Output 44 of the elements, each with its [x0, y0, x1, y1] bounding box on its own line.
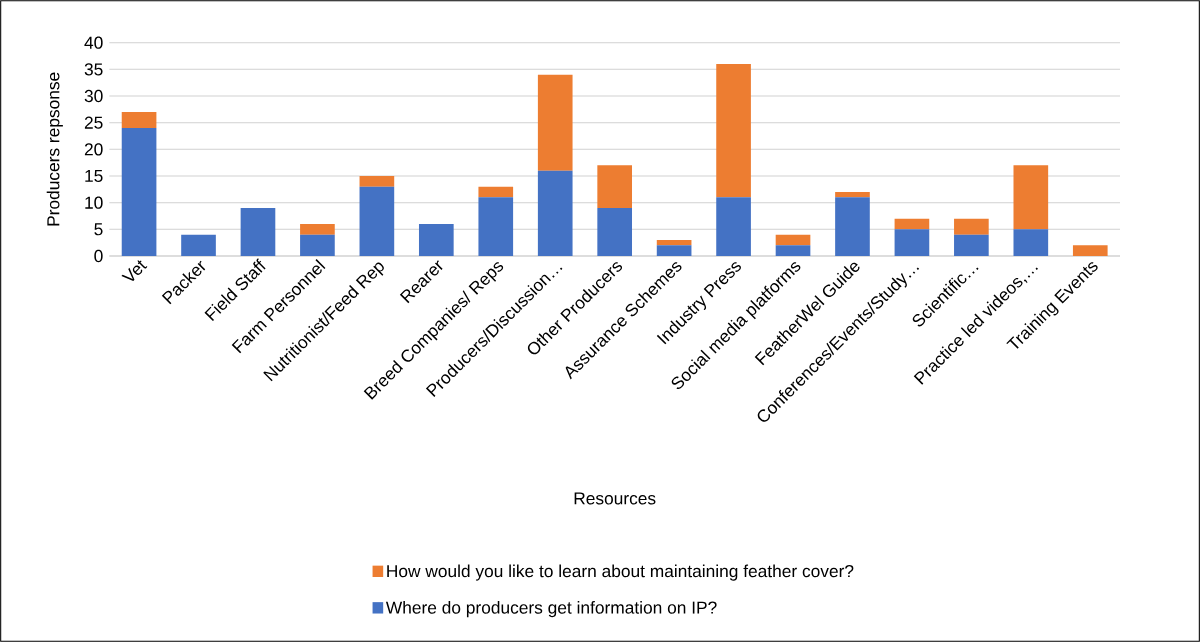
legend-label: How would you like to learn about maintaining feather cover?	[387, 564, 854, 581]
bar	[1072, 245, 1108, 256]
bar	[835, 191, 870, 198]
x-tick-label: Vet	[121, 260, 148, 281]
bar	[597, 165, 632, 208]
bar	[121, 111, 157, 128]
bar	[300, 223, 335, 235]
bar	[894, 229, 930, 256]
bar	[835, 197, 870, 256]
y-tick-label: 40	[84, 36, 103, 49]
bar	[656, 245, 692, 256]
bar	[954, 234, 989, 256]
bar	[478, 197, 514, 256]
bar	[537, 74, 573, 171]
bar	[716, 197, 751, 256]
x-axis-title: Resources	[574, 492, 656, 505]
y-axis-title: Producers repsonse	[46, 72, 63, 226]
bar	[300, 234, 335, 256]
y-tick-label: 15	[85, 169, 103, 183]
bar	[240, 207, 276, 256]
bar	[418, 223, 454, 256]
bar	[656, 239, 692, 246]
bar	[597, 207, 632, 256]
bar	[121, 128, 157, 256]
bar	[775, 234, 811, 246]
bar	[478, 186, 514, 198]
bar	[359, 186, 395, 256]
y-tick-label: 35	[84, 63, 103, 76]
y-tick-label: 20	[84, 143, 103, 156]
y-tick-label: 25	[84, 116, 103, 129]
bar	[181, 234, 216, 256]
bar	[359, 175, 395, 187]
y-tick-label: 5	[94, 223, 103, 236]
y-tick-label: 10	[85, 196, 103, 209]
bar	[716, 64, 751, 198]
bar	[1013, 165, 1049, 230]
bar	[1013, 229, 1049, 256]
bar	[537, 170, 573, 256]
bar	[954, 218, 989, 235]
bar	[775, 245, 811, 256]
bar	[894, 218, 930, 230]
legend-label: Where do producers get information on IP?	[385, 601, 717, 618]
y-tick-label: 30	[84, 89, 103, 103]
y-tick-label: 0	[94, 249, 103, 263]
